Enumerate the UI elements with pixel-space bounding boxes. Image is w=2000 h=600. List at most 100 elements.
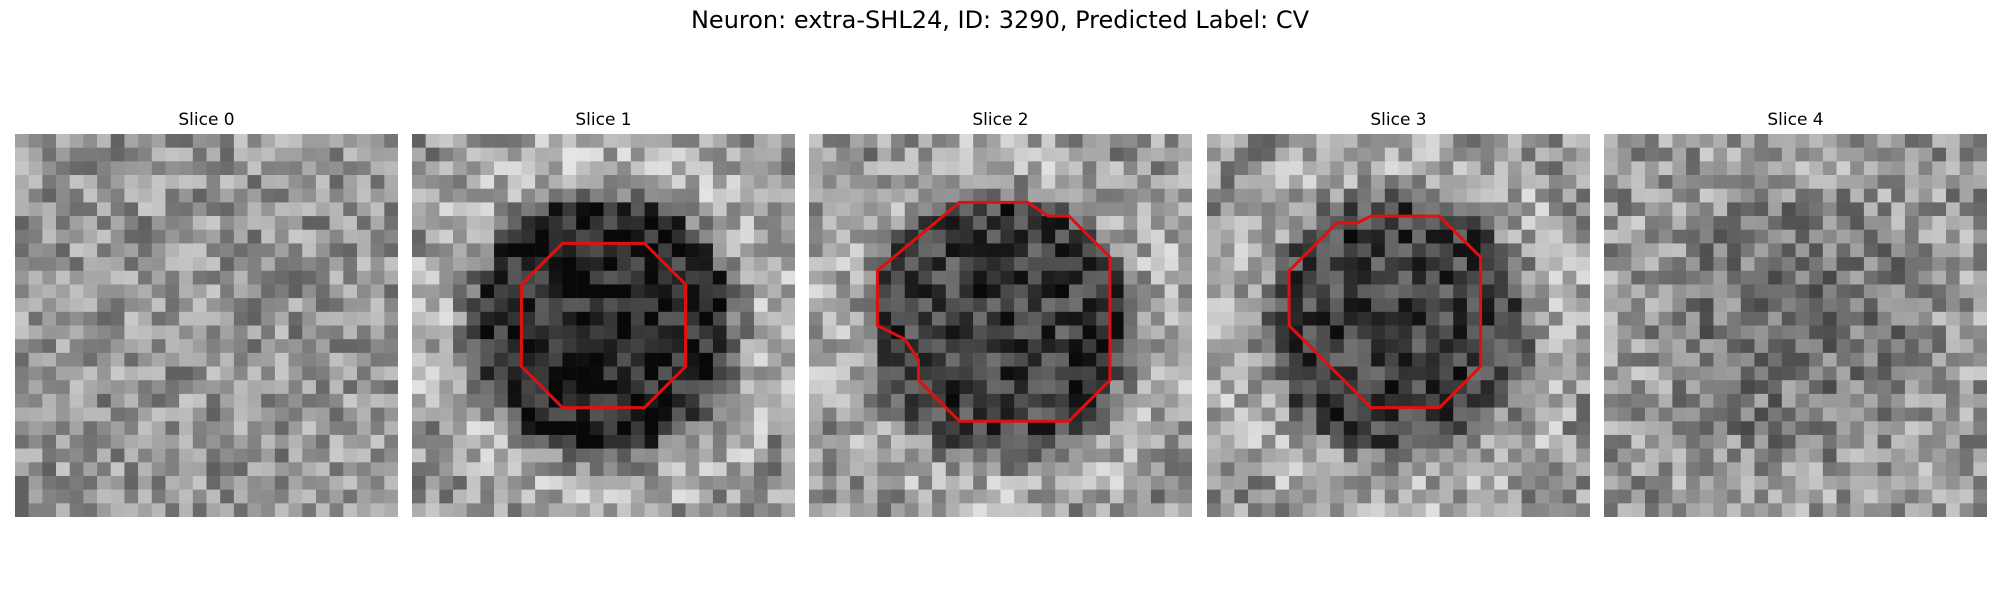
pixel [754,230,768,244]
pixel [727,312,741,326]
slice-2-title: Slice 2 [809,110,1192,130]
pixel [138,408,152,422]
pixel [1014,326,1028,340]
pixel [549,503,563,517]
pixel [371,175,385,189]
pixel [604,435,618,449]
pixel [70,271,84,285]
pixel [1069,462,1083,476]
pixel [1631,503,1645,517]
pixel [727,175,741,189]
pixel [1837,216,1851,230]
pixel [1330,380,1344,394]
pixel [357,148,371,162]
pixel [658,490,672,504]
pixel [275,353,289,367]
pixel [1782,230,1796,244]
pixel [1440,134,1454,148]
pixel [576,161,590,175]
pixel [1069,476,1083,490]
pixel [1618,148,1632,162]
pixel [1412,243,1426,257]
pixel [15,326,29,340]
pixel [823,271,837,285]
pixel [165,339,179,353]
pixel [686,230,700,244]
pixel [1700,271,1714,285]
pixel [850,284,864,298]
pixel [1344,284,1358,298]
pixel [1645,175,1659,189]
pixel [1001,476,1015,490]
pixel [1754,202,1768,216]
pixel [959,367,973,381]
pixel [371,503,385,517]
pixel [549,353,563,367]
pixel [1289,476,1303,490]
pixel [1399,243,1413,257]
pixel [590,202,604,216]
pixel [781,148,795,162]
pixel [1809,435,1823,449]
pixel [1960,353,1974,367]
pixel [686,367,700,381]
slice-1-title: Slice 1 [412,110,795,130]
pixel [549,435,563,449]
pixel [1535,503,1549,517]
pixel [521,490,535,504]
pixel [1672,243,1686,257]
pixel [1809,326,1823,340]
pixel [1234,161,1248,175]
pixel [1891,435,1905,449]
pixel [494,216,508,230]
pixel [1686,394,1700,408]
pixel [590,284,604,298]
pixel [740,503,754,517]
pixel [1919,353,1933,367]
pixel [165,216,179,230]
pixel [56,271,70,285]
pixel [1919,230,1933,244]
pixel [1645,243,1659,257]
pixel [740,408,754,422]
pixel [1371,134,1385,148]
pixel [1549,435,1563,449]
pixel [426,326,440,340]
pixel [1178,503,1192,517]
pixel [1412,367,1426,381]
pixel [152,408,166,422]
pixel [1659,476,1673,490]
pixel [1357,435,1371,449]
pixel [316,380,330,394]
pixel [809,353,823,367]
pixel [261,148,275,162]
pixel [289,312,303,326]
pixel [617,353,631,367]
pixel [384,421,398,435]
pixel [864,312,878,326]
pixel [1700,230,1714,244]
pixel [1412,202,1426,216]
pixel [932,449,946,463]
pixel [1069,326,1083,340]
pixel [1014,421,1028,435]
pixel [15,380,29,394]
pixel [1754,257,1768,271]
pixel [15,257,29,271]
pixel [1713,394,1727,408]
pixel [220,202,234,216]
pixel [97,161,111,175]
pixel [754,394,768,408]
pixel [1604,353,1618,367]
pixel [1028,503,1042,517]
pixel [562,243,576,257]
pixel [1001,490,1015,504]
pixel [1330,394,1344,408]
pixel [1055,175,1069,189]
pixel [535,367,549,381]
pixel [754,312,768,326]
pixel [1686,161,1700,175]
pixel [1014,298,1028,312]
pixel [1659,421,1673,435]
pixel [289,134,303,148]
